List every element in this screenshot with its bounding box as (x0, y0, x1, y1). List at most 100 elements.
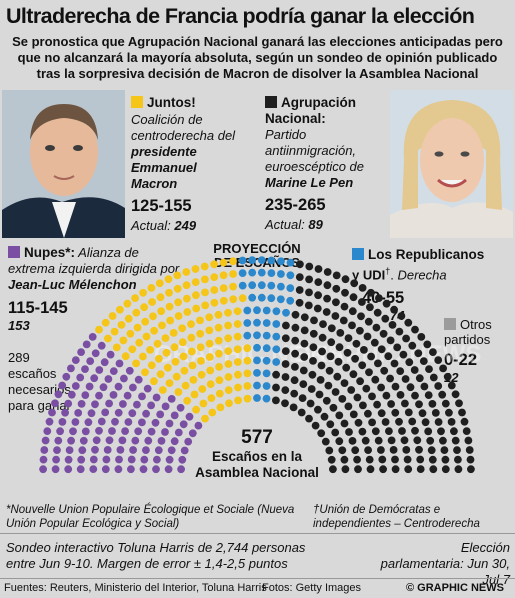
seat-nupes (114, 382, 123, 391)
nupes-desc-text: Alianza de extrema izquierda dirigida po… (8, 245, 180, 276)
seat-nupes (144, 436, 153, 445)
seat-nupes (64, 455, 73, 464)
seat-rn (374, 436, 383, 445)
seat-juntos (147, 361, 156, 370)
seat-lr (257, 268, 266, 277)
seat-rn (377, 383, 385, 392)
seat-juntos (164, 275, 173, 284)
seat-nupes (76, 465, 85, 474)
seat-lr (238, 281, 247, 290)
seat-rn (342, 363, 351, 372)
seat-juntos (183, 308, 192, 316)
seat-juntos (243, 369, 252, 378)
seat-juntos (165, 302, 174, 311)
seat-juntos (215, 349, 223, 358)
seat-nupes (39, 455, 48, 464)
seat-juntos (135, 338, 144, 347)
seat-juntos (174, 312, 183, 320)
seat-nupes (69, 427, 77, 436)
seat-nupes (85, 382, 94, 391)
seat-nupes (185, 412, 194, 421)
seat-nupes (106, 350, 115, 359)
seat-rn (460, 417, 469, 426)
seat-lr (262, 382, 271, 390)
rn-range: 235-265 (265, 196, 326, 214)
seat-nupes (129, 446, 138, 454)
seat-rn (381, 314, 390, 323)
seat-juntos (187, 320, 195, 328)
lr-swatch (352, 248, 364, 260)
seat-nupes (97, 417, 106, 426)
seat-nupes (67, 436, 75, 445)
seat-rn (347, 386, 356, 394)
seat-rn (391, 408, 400, 417)
seat-rn (462, 427, 471, 435)
seat-lr (248, 268, 257, 277)
seat-rn (308, 370, 317, 379)
seat-rn (318, 347, 326, 356)
seat-rn (441, 465, 450, 474)
seat-rn (434, 382, 443, 390)
seat-rn (350, 279, 359, 288)
seat-nupes (154, 446, 163, 455)
seat-rn (295, 273, 304, 281)
seat-rn (386, 374, 394, 383)
seat-rn (322, 308, 331, 316)
seat-rn (378, 455, 387, 464)
seat-nupes (153, 455, 161, 464)
rn-leader: Marine Le Pen (265, 175, 354, 190)
seat-nupes (188, 429, 197, 438)
seat-rn (445, 408, 453, 417)
seat-rn (398, 427, 406, 435)
seat-rn (365, 455, 374, 464)
seat-nupes (161, 402, 170, 411)
photo-credit: Fotos: Getty Images (262, 582, 362, 594)
seat-juntos (104, 334, 112, 343)
divider (0, 533, 515, 534)
seat-juntos (178, 324, 187, 333)
seat-rn (290, 376, 299, 385)
seat-nupes (74, 409, 83, 417)
seat-lr (272, 332, 281, 341)
seat-rn (421, 418, 430, 427)
seat-rn (343, 348, 352, 357)
seat-nupes (95, 391, 103, 400)
seat-rn (299, 366, 308, 375)
seat-nupes (64, 399, 73, 408)
juntos-actual-value: 249 (174, 218, 197, 233)
seat-lr (257, 281, 266, 290)
seat-rn (465, 446, 474, 454)
seat-rn (374, 359, 382, 368)
seat-rn (386, 336, 395, 345)
seat-rn (324, 381, 333, 390)
seat-rn (314, 265, 323, 273)
seat-nupes (56, 427, 64, 436)
seat-nupes (124, 418, 133, 426)
seat-nupes (165, 419, 174, 428)
seat-rn (434, 418, 443, 426)
seat-rn (318, 333, 327, 342)
seat-rn (372, 323, 381, 332)
seat-juntos (181, 381, 190, 390)
seat-lr (272, 345, 281, 354)
seat-lr (267, 256, 276, 265)
seat-juntos (188, 361, 197, 370)
seat-nupes (102, 455, 111, 464)
divider-bottom (0, 578, 515, 579)
seat-lr (262, 369, 271, 378)
seat-rn (437, 427, 445, 436)
seat-juntos (147, 284, 156, 292)
seat-lr (277, 257, 285, 266)
seat-rn (322, 396, 331, 405)
seat-nupes (157, 437, 166, 445)
seat-rn (420, 382, 429, 391)
seat-rn (371, 375, 380, 384)
seat-lr (286, 271, 295, 280)
seat-rn (428, 400, 437, 408)
seat-rn (341, 465, 350, 474)
seat-juntos (201, 301, 210, 310)
seat-juntos (157, 307, 166, 316)
seat-rn (405, 358, 414, 367)
seat-rn (363, 332, 372, 341)
poll-note: Sondeo interactivo Toluna Harris de 2,74… (6, 540, 306, 571)
